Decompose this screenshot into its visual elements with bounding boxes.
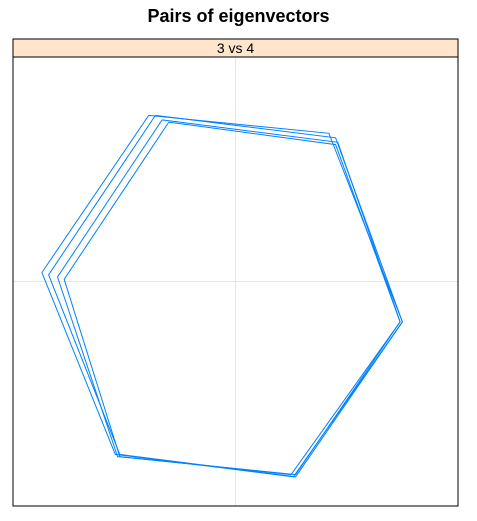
panel-border [12, 38, 459, 507]
series-layer [41, 114, 403, 478]
chart-title: Pairs of eigenvectors [147, 6, 330, 26]
panel-strip-label: 3 vs 4 [217, 40, 255, 56]
grid-layer [13, 57, 458, 506]
series-line-3 [56, 119, 401, 476]
series-line-1 [41, 114, 403, 478]
series-line-2 [48, 114, 403, 478]
series-line-4 [63, 121, 401, 476]
